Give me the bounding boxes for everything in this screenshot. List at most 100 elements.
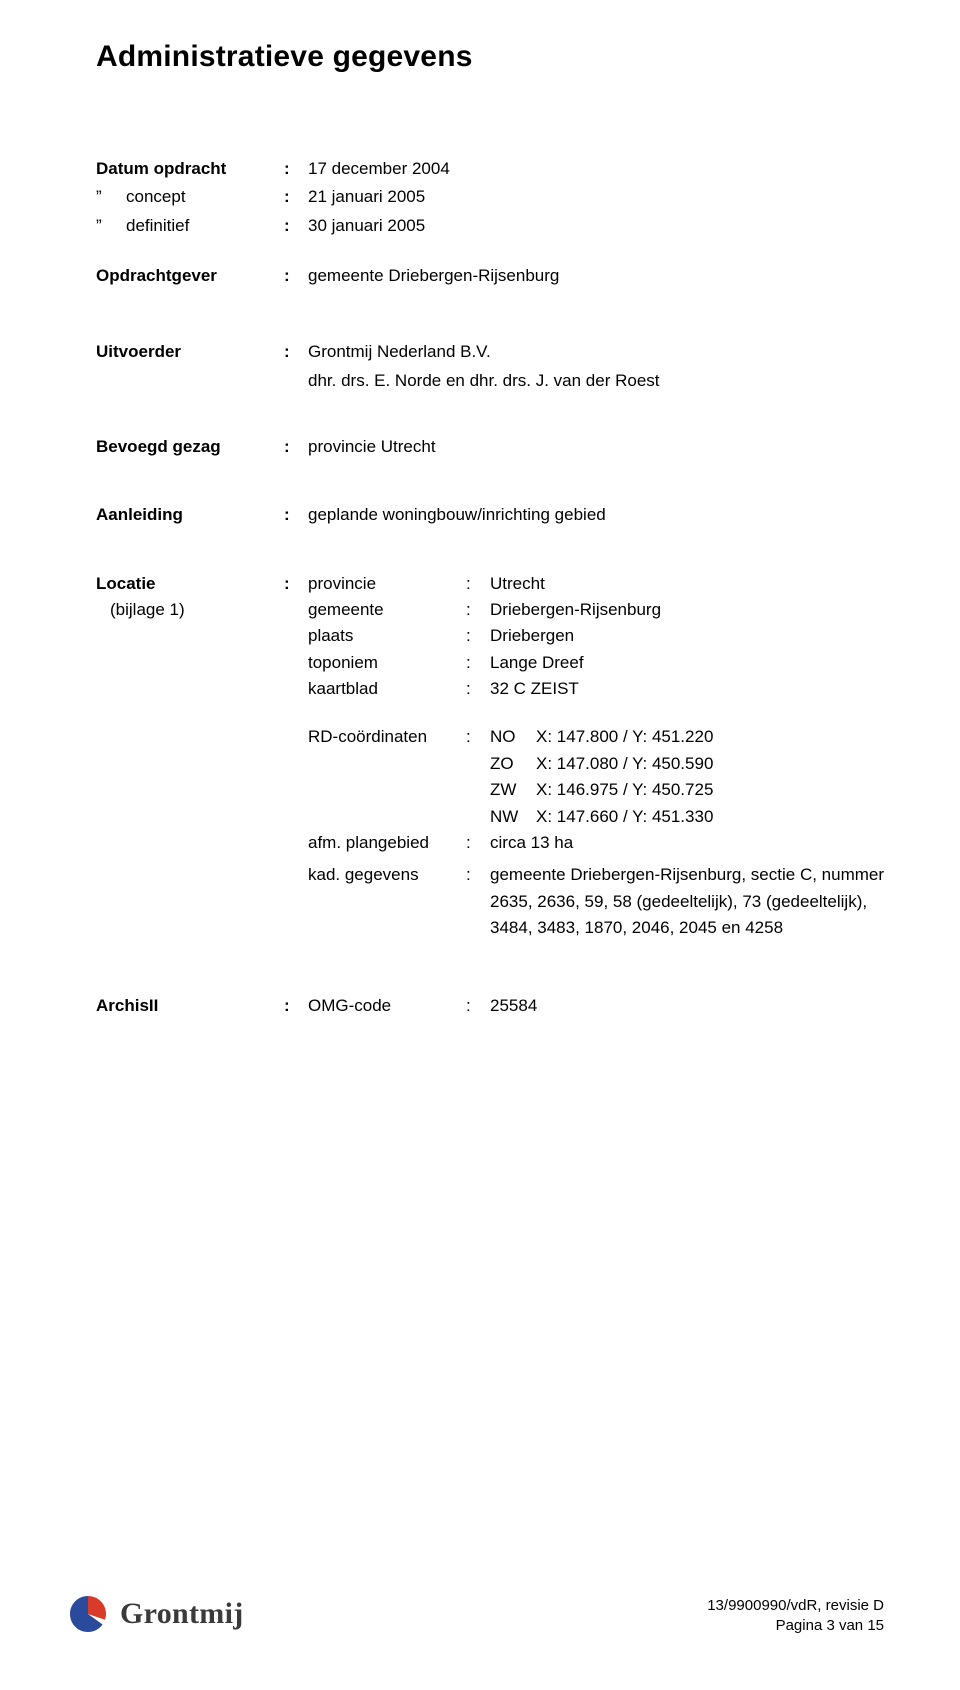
- sep: :: [466, 862, 490, 941]
- grontmij-logo-icon: [66, 1592, 110, 1636]
- coord-zw: ZWX: 146.975 / Y: 450.725: [490, 777, 884, 803]
- value-uitvoerder-persons: dhr. drs. E. Norde en dhr. drs. J. van d…: [308, 368, 884, 394]
- sep: :: [466, 724, 490, 829]
- sep: :: [466, 623, 490, 649]
- label-kad-gegevens: kad. gegevens: [308, 862, 466, 941]
- sep: :: [284, 263, 308, 289]
- sep: :: [284, 993, 308, 1019]
- footer-meta: 13/9900990/vdR, revisie D Pagina 3 van 1…: [707, 1596, 884, 1637]
- label-archis: ArchisII: [96, 993, 284, 1019]
- locatie-subtable: provincie : Utrecht gemeente : Drieberge…: [308, 571, 884, 941]
- label-aanleiding: Aanleiding: [96, 502, 284, 528]
- brand-logo: Grontmij: [66, 1592, 244, 1636]
- coord-nw-val: X: 147.660 / Y: 451.330: [536, 804, 713, 830]
- coord-nw-dir: NW: [490, 804, 536, 830]
- row-rd-coordinaten: RD-coördinaten : NOX: 147.800 / Y: 451.2…: [308, 724, 884, 829]
- sep: :: [284, 213, 308, 239]
- value-bevoegd-gezag: provincie Utrecht: [308, 434, 884, 460]
- coord-no: NOX: 147.800 / Y: 451.220: [490, 724, 884, 750]
- sep: :: [284, 571, 308, 597]
- label-omg-code: OMG-code: [308, 993, 466, 1019]
- label-afm-plangebied: afm. plangebied: [308, 830, 466, 856]
- row-afm-plangebied: afm. plangebied : circa 13 ha: [308, 830, 884, 856]
- label-concept: ”concept: [96, 184, 284, 210]
- row-datum-opdracht: Datum opdracht : 17 december 2004: [96, 156, 884, 182]
- row-uitvoerder: Uitvoerder : Grontmij Nederland B.V.: [96, 339, 884, 365]
- row-locatie: Locatie (bijlage 1) : provincie : Utrech…: [96, 571, 884, 941]
- row-uitvoerder-persons: dhr. drs. E. Norde en dhr. drs. J. van d…: [96, 368, 884, 394]
- row-toponiem: toponiem : Lange Dreef: [308, 650, 884, 676]
- block-bevoegd-gezag: Bevoegd gezag : provincie Utrecht: [96, 434, 884, 460]
- sep: :: [466, 830, 490, 856]
- value-definitief: 30 januari 2005: [308, 213, 884, 239]
- coord-nw: NWX: 147.660 / Y: 451.330: [490, 804, 884, 830]
- value-concept: 21 januari 2005: [308, 184, 884, 210]
- label-definitief-text: definitief: [126, 216, 189, 235]
- value-gemeente: Driebergen-Rijsenburg: [490, 597, 884, 623]
- row-aanleiding: Aanleiding : geplande woningbouw/inricht…: [96, 502, 884, 528]
- value-provincie: Utrecht: [490, 571, 884, 597]
- row-bevoegd-gezag: Bevoegd gezag : provincie Utrecht: [96, 434, 884, 460]
- archis-subtable: OMG-code : 25584: [308, 993, 884, 1019]
- label-kaartblad: kaartblad: [308, 676, 466, 702]
- ditto-mark: ”: [96, 213, 126, 239]
- sep: :: [284, 156, 308, 182]
- value-kaartblad: 32 C ZEIST: [490, 676, 884, 702]
- label-datum-opdracht: Datum opdracht: [96, 156, 284, 182]
- label-rd-coordinaten: RD-coördinaten: [308, 724, 466, 829]
- label-definitief: ”definitief: [96, 213, 284, 239]
- row-definitief: ”definitief : 30 januari 2005: [96, 213, 884, 239]
- label-opdrachtgever: Opdrachtgever: [96, 263, 284, 289]
- row-opdrachtgever: Opdrachtgever : gemeente Driebergen-Rijs…: [96, 263, 884, 289]
- block-archis: ArchisII : OMG-code : 25584: [96, 993, 884, 1019]
- label-gemeente: gemeente: [308, 597, 466, 623]
- row-kad-gegevens: kad. gegevens : gemeente Driebergen-Rijs…: [308, 862, 884, 941]
- label-locatie-text: Locatie: [96, 574, 156, 593]
- row-provincie: provincie : Utrecht: [308, 571, 884, 597]
- label-bevoegd-gezag: Bevoegd gezag: [96, 434, 284, 460]
- value-toponiem: Lange Dreef: [490, 650, 884, 676]
- label-toponiem: toponiem: [308, 650, 466, 676]
- sep: :: [466, 571, 490, 597]
- value-afm-plangebied: circa 13 ha: [490, 830, 884, 856]
- block-locatie: Locatie (bijlage 1) : provincie : Utrech…: [96, 571, 884, 941]
- coord-zw-dir: ZW: [490, 777, 536, 803]
- coord-zo-val: X: 147.080 / Y: 450.590: [536, 751, 713, 777]
- sep: :: [284, 184, 308, 210]
- sep: :: [466, 597, 490, 623]
- row-concept: ”concept : 21 januari 2005: [96, 184, 884, 210]
- value-aanleiding: geplande woningbouw/inrichting gebied: [308, 502, 884, 528]
- coord-zw-val: X: 146.975 / Y: 450.725: [536, 777, 713, 803]
- block-uitvoerder: Uitvoerder : Grontmij Nederland B.V. dhr…: [96, 339, 884, 394]
- value-uitvoerder: Grontmij Nederland B.V.: [308, 339, 884, 365]
- coord-no-val: X: 147.800 / Y: 451.220: [536, 724, 713, 750]
- row-archis: ArchisII : OMG-code : 25584: [96, 993, 884, 1019]
- sep: :: [466, 993, 490, 1019]
- footer-ref: 13/9900990/vdR, revisie D: [707, 1596, 884, 1616]
- coord-zo: ZOX: 147.080 / Y: 450.590: [490, 751, 884, 777]
- sep: :: [466, 676, 490, 702]
- page: Administratieve gegevens Datum opdracht …: [0, 0, 960, 1690]
- label-uitvoerder: Uitvoerder: [96, 339, 284, 365]
- sep: :: [284, 339, 308, 365]
- block-aanleiding: Aanleiding : geplande woningbouw/inricht…: [96, 502, 884, 528]
- label-locatie: Locatie (bijlage 1): [96, 571, 284, 624]
- value-kad-gegevens: gemeente Driebergen-Rijsenburg, sectie C…: [490, 862, 884, 941]
- value-plaats: Driebergen: [490, 623, 884, 649]
- value-opdrachtgever: gemeente Driebergen-Rijsenburg: [308, 263, 884, 289]
- row-plaats: plaats : Driebergen: [308, 623, 884, 649]
- label-provincie: provincie: [308, 571, 466, 597]
- coord-no-dir: NO: [490, 724, 536, 750]
- row-kaartblad: kaartblad : 32 C ZEIST: [308, 676, 884, 702]
- sep: :: [466, 650, 490, 676]
- value-omg-code: 25584: [490, 993, 884, 1019]
- label-plaats: plaats: [308, 623, 466, 649]
- ditto-mark: ”: [96, 184, 126, 210]
- label-locatie-bijlage: (bijlage 1): [96, 600, 185, 619]
- sep: :: [284, 434, 308, 460]
- brand-text: Grontmij: [120, 1597, 244, 1631]
- page-title: Administratieve gegevens: [96, 40, 884, 74]
- value-datum-opdracht: 17 december 2004: [308, 156, 884, 182]
- row-omg-code: OMG-code : 25584: [308, 993, 884, 1019]
- block-datum-opdracht: Datum opdracht : 17 december 2004 ”conce…: [96, 156, 884, 289]
